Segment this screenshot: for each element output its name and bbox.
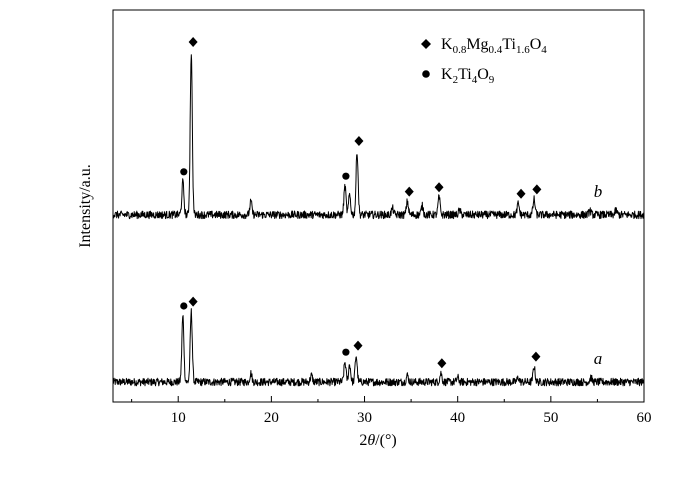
peak-marker-diamond bbox=[531, 351, 541, 362]
x-tick-label: 40 bbox=[450, 410, 465, 426]
x-tick-label: 60 bbox=[637, 410, 652, 426]
legend: K0.8Mg0.4Ti1.6O4 K2Ti4O9 bbox=[421, 36, 547, 86]
x-axis-title: 2θ/(°) bbox=[359, 432, 396, 449]
peak-marker-diamond bbox=[532, 184, 542, 195]
x-axis-title-unit: /(°) bbox=[375, 432, 397, 449]
y-axis-title: Intensity/a.u. bbox=[77, 164, 94, 248]
peak-marker-circle bbox=[180, 302, 188, 310]
x-axis-title-prefix: 2 bbox=[359, 432, 367, 449]
x-tick-label: 20 bbox=[264, 410, 279, 426]
x-tick-label: 10 bbox=[171, 410, 186, 426]
series-layer: abc bbox=[112, 54, 645, 387]
legend-marker-circle bbox=[422, 70, 430, 78]
peak-marker-circle bbox=[342, 348, 350, 356]
peak-marker-circle bbox=[342, 172, 350, 180]
legend-marker-diamond bbox=[421, 39, 431, 49]
peak-marker-diamond bbox=[188, 296, 198, 307]
x-axis-ticks: 10 20 30 40 50 60 bbox=[131, 396, 652, 426]
series-line-b bbox=[112, 54, 645, 220]
x-tick-label: 30 bbox=[357, 410, 372, 426]
peak-marker-diamond bbox=[404, 186, 414, 197]
peak-marker-diamond bbox=[516, 188, 526, 199]
plot-frame bbox=[112, 9, 645, 403]
peak-marker-diamond bbox=[437, 358, 447, 369]
peak-marker-layer bbox=[180, 37, 542, 369]
peak-marker-circle bbox=[180, 168, 188, 176]
legend-label: K2Ti4O9 bbox=[441, 66, 495, 86]
series-line-a bbox=[112, 308, 645, 387]
curve-label-b: b bbox=[594, 182, 603, 201]
peak-marker-diamond bbox=[353, 340, 363, 351]
curve-label-a: a bbox=[594, 349, 603, 368]
peak-marker-diamond bbox=[354, 136, 364, 146]
x-axis-title-symbol: θ bbox=[367, 432, 375, 449]
legend-label: K0.8Mg0.4Ti1.6O4 bbox=[441, 36, 547, 56]
peak-marker-diamond bbox=[188, 37, 198, 47]
peak-marker-diamond bbox=[434, 182, 444, 193]
x-tick-label: 50 bbox=[543, 410, 558, 426]
